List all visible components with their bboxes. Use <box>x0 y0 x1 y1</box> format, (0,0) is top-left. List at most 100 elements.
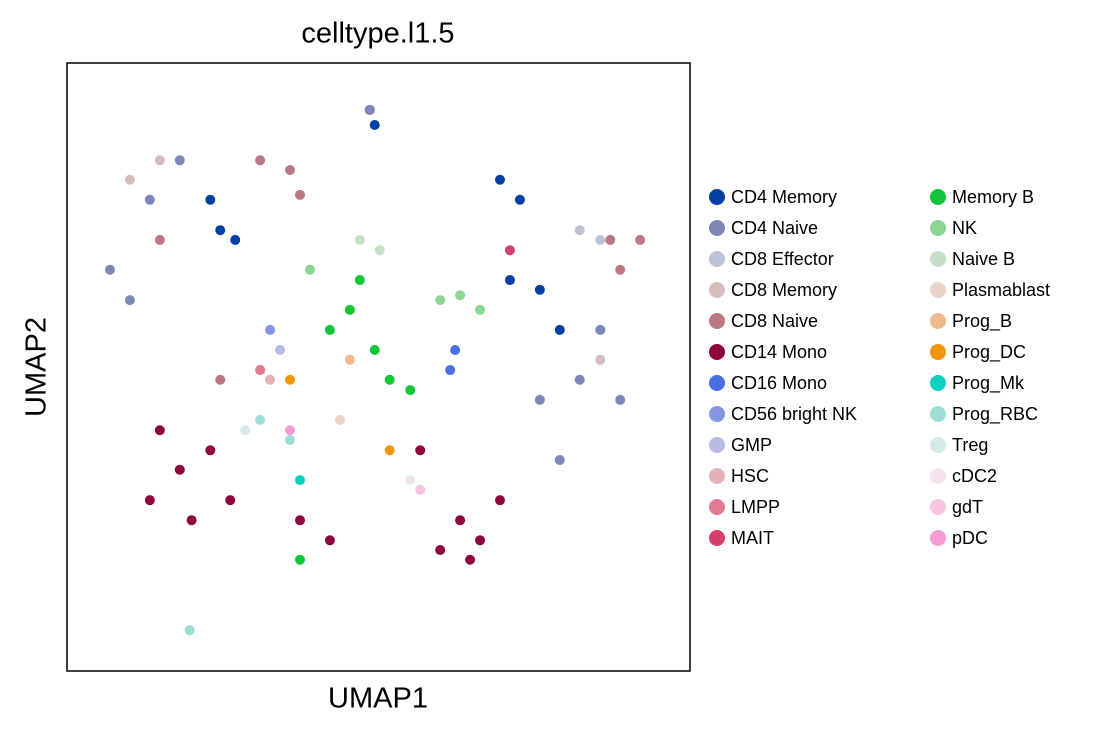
point <box>265 324 276 335</box>
legend-label: NK <box>952 218 977 238</box>
point <box>154 234 165 245</box>
y-axis-label: UMAP2 <box>21 317 53 417</box>
point <box>384 445 395 456</box>
legend-marker <box>930 406 946 422</box>
point <box>344 354 355 365</box>
point <box>104 264 115 275</box>
points <box>104 104 646 636</box>
point <box>554 324 565 335</box>
legend-marker <box>709 189 725 205</box>
point <box>144 194 155 205</box>
point <box>174 155 185 166</box>
point <box>184 625 195 636</box>
point <box>186 515 197 526</box>
legend-label: gdT <box>952 497 983 517</box>
legend: CD4 Memory CD4 Naive CD8 Effector CD8 Memor… <box>709 187 1050 548</box>
point <box>475 304 486 315</box>
legend-marker <box>930 189 946 205</box>
point <box>230 234 241 245</box>
legend-label: CD56 bright NK <box>731 404 857 424</box>
legend-label: Plasmablast <box>952 280 1050 300</box>
point <box>354 275 365 286</box>
point <box>635 234 646 245</box>
legend-label: Prog_RBC <box>952 404 1038 425</box>
point <box>304 264 315 275</box>
legend-marker <box>930 344 946 360</box>
legend-marker <box>930 375 946 391</box>
point <box>154 425 165 436</box>
legend-label: Prog_Mk <box>952 373 1025 394</box>
point <box>295 189 306 200</box>
point <box>295 515 306 526</box>
legend-label: HSC <box>731 466 769 486</box>
point <box>255 155 266 166</box>
point <box>215 225 226 236</box>
point <box>455 515 466 526</box>
point <box>354 234 365 245</box>
point <box>605 234 616 245</box>
legend-label: CD8 Memory <box>731 280 837 300</box>
point <box>475 535 486 546</box>
legend-marker <box>709 251 725 267</box>
legend-marker <box>709 499 725 515</box>
point <box>595 354 606 365</box>
point <box>144 495 155 506</box>
legend-marker <box>930 437 946 453</box>
legend-label: CD4 Naive <box>731 218 818 238</box>
point <box>369 120 380 131</box>
legend-marker <box>709 313 725 329</box>
point <box>324 324 335 335</box>
legend-marker <box>709 375 725 391</box>
point <box>344 304 355 315</box>
point <box>285 434 296 445</box>
point <box>215 374 226 385</box>
point <box>465 554 476 565</box>
x-axis-label: UMAP1 <box>328 683 428 715</box>
legend-label: Naive B <box>952 249 1015 269</box>
legend-marker <box>709 344 725 360</box>
point <box>435 545 446 556</box>
legend-marker <box>930 282 946 298</box>
point <box>494 495 505 506</box>
point <box>504 245 515 256</box>
legend-label: CD8 Naive <box>731 311 818 331</box>
legend-label: Prog_DC <box>952 342 1026 363</box>
point <box>364 104 375 115</box>
legend-label: MAIT <box>731 528 774 548</box>
legend-label: CD16 Mono <box>731 373 827 393</box>
point <box>554 455 565 466</box>
legend-label: cDC2 <box>952 466 997 486</box>
legend-marker <box>709 468 725 484</box>
point <box>494 174 505 185</box>
legend-marker <box>709 406 725 422</box>
legend-marker <box>709 530 725 546</box>
legend-label: GMP <box>731 435 772 455</box>
point <box>450 344 461 355</box>
point <box>174 464 185 475</box>
legend-label: Prog_B <box>952 311 1012 332</box>
legend-label: CD8 Effector <box>731 249 834 269</box>
plot-frame <box>66 62 691 672</box>
point <box>405 475 416 486</box>
point <box>255 414 266 425</box>
point <box>514 194 525 205</box>
point <box>225 495 236 506</box>
legend-marker <box>709 282 725 298</box>
point <box>615 394 626 405</box>
point <box>285 374 296 385</box>
point <box>445 365 456 376</box>
legend-label: Treg <box>952 435 988 455</box>
point <box>615 264 626 275</box>
point <box>415 445 426 456</box>
legend-marker <box>930 530 946 546</box>
legend-label: LMPP <box>731 497 780 517</box>
point <box>295 554 306 565</box>
point <box>534 284 545 295</box>
point <box>240 425 251 436</box>
point <box>405 385 416 396</box>
point <box>154 155 165 166</box>
point <box>124 174 135 185</box>
legend-marker <box>930 220 946 236</box>
legend-marker <box>709 220 725 236</box>
